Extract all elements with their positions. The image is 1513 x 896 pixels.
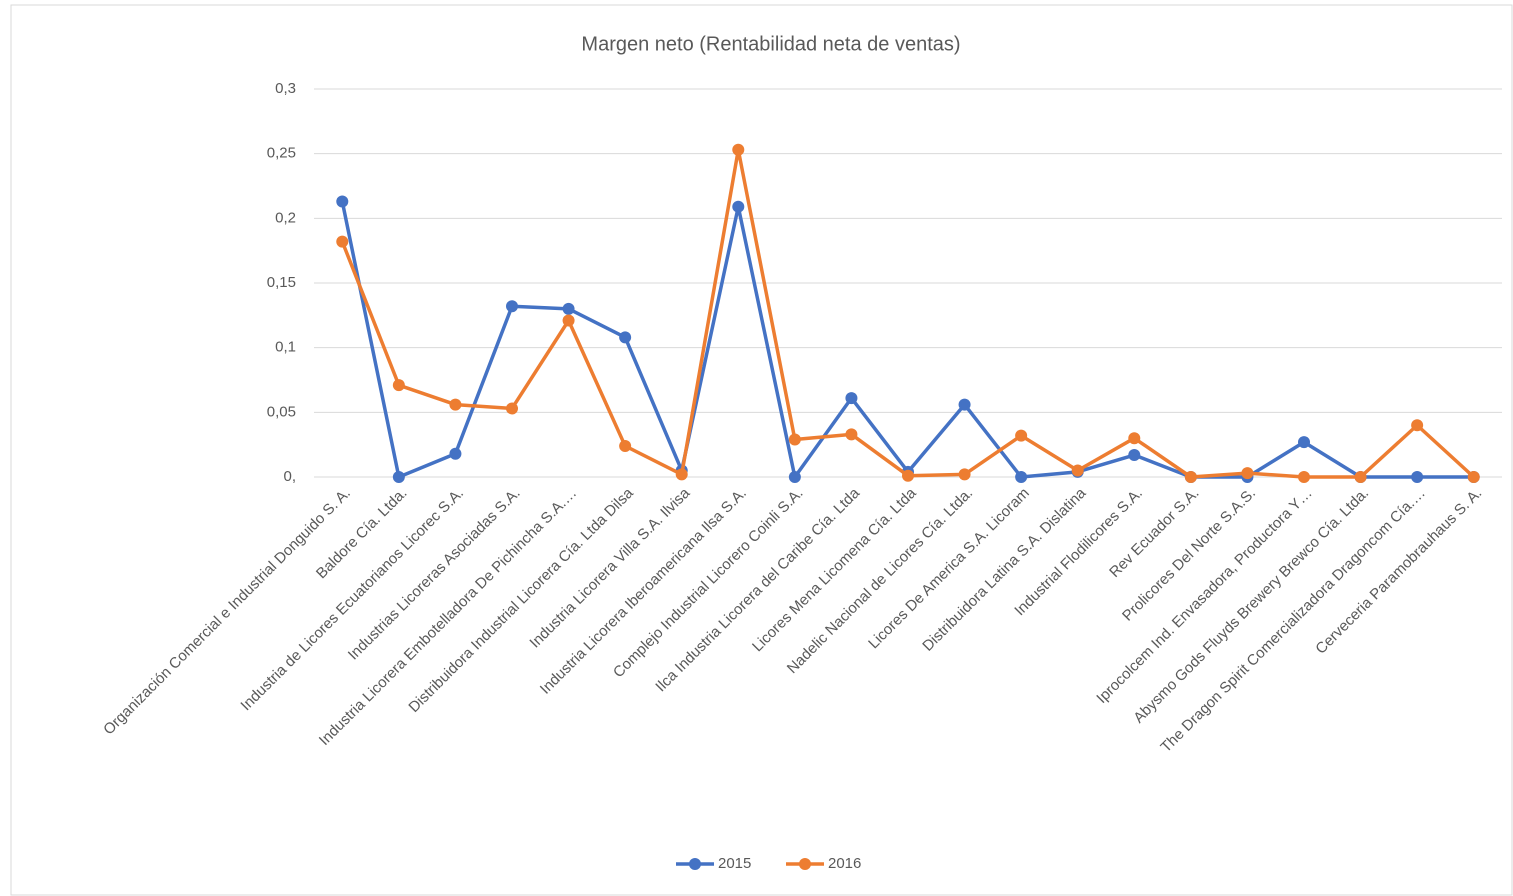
legend-label: 2015 <box>718 855 751 872</box>
y-tick-label: 0,1 <box>275 339 296 356</box>
point <box>1241 467 1254 480</box>
point <box>1298 471 1310 483</box>
point <box>1128 432 1141 445</box>
point <box>732 143 745 156</box>
legend-marker <box>799 858 811 870</box>
point <box>336 235 349 248</box>
point <box>562 302 575 315</box>
point <box>1354 471 1367 483</box>
point <box>1411 419 1424 432</box>
point <box>675 468 688 481</box>
point <box>506 300 518 313</box>
y-tick-label: 0,25 <box>267 145 296 162</box>
chart-border <box>10 4 1513 896</box>
point <box>958 468 971 481</box>
point <box>392 379 405 392</box>
point <box>845 392 858 405</box>
point <box>788 471 801 483</box>
point <box>619 331 632 344</box>
y-tick-label: 0,2 <box>275 209 296 226</box>
point <box>902 469 914 482</box>
chart-title: Margen neto (Rentabilidad neta de ventas… <box>581 33 960 55</box>
point <box>958 398 971 411</box>
point <box>732 200 745 213</box>
legend-marker <box>689 858 701 870</box>
y-tick-label: 0,15 <box>267 274 296 291</box>
y-tick-label: 0,3 <box>275 80 296 97</box>
point <box>845 428 858 441</box>
point <box>449 447 462 460</box>
point <box>1411 471 1424 483</box>
legend-label: 2016 <box>828 855 861 872</box>
point <box>1184 471 1197 483</box>
point <box>506 402 518 415</box>
point <box>392 471 405 483</box>
y-tick-label: 0,05 <box>267 403 296 420</box>
point <box>1128 449 1141 462</box>
point <box>336 195 349 208</box>
point <box>619 439 632 452</box>
point <box>788 433 801 446</box>
point <box>1467 471 1480 483</box>
point <box>449 398 462 411</box>
y-tick-label: 0, <box>283 468 296 485</box>
point <box>1298 436 1310 449</box>
point <box>1015 429 1028 442</box>
point <box>1071 464 1084 477</box>
point <box>1015 471 1028 483</box>
point <box>562 314 575 327</box>
